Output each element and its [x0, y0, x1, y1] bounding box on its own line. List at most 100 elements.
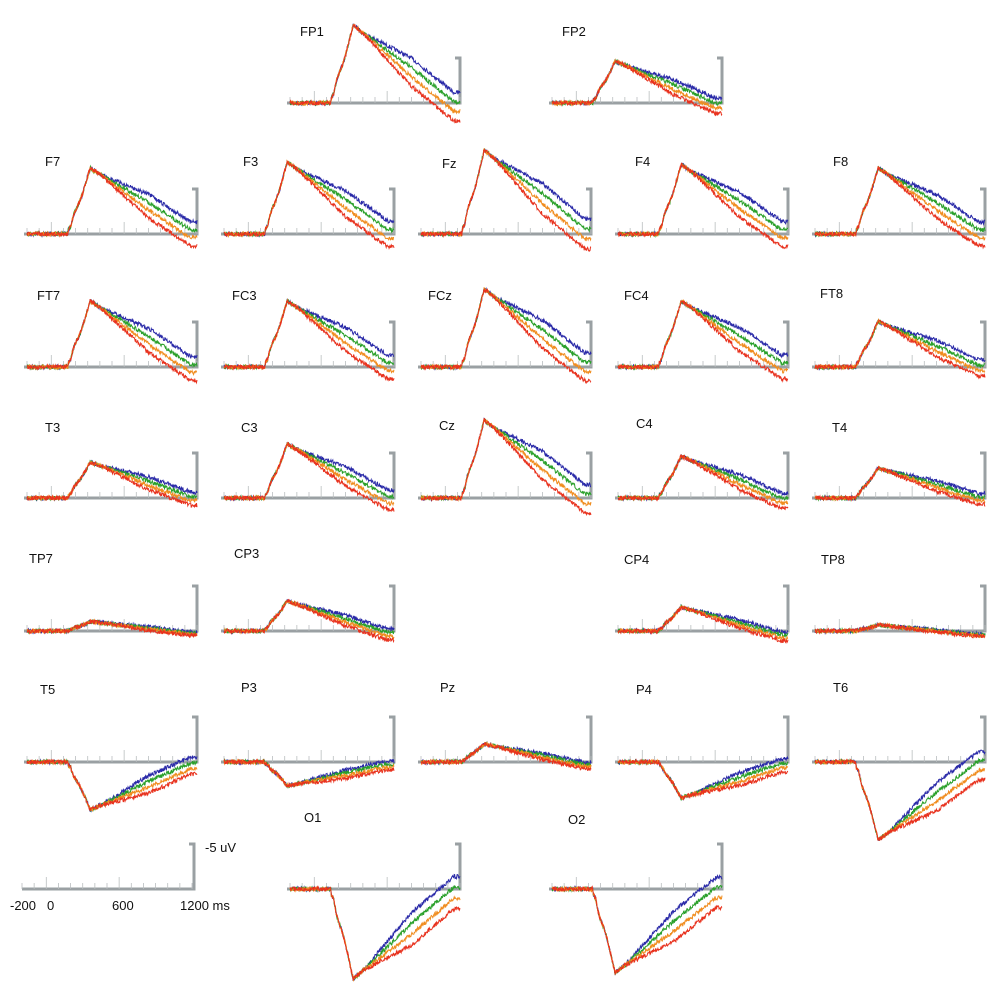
x-tick-label: 0 [47, 898, 54, 913]
series-line-3 [289, 24, 461, 124]
channel-label: F4 [635, 154, 650, 169]
panel-t5: T5 [24, 682, 199, 813]
y-scale-label: -5 uV [205, 840, 236, 855]
panel-c4: C4 [615, 416, 790, 511]
series-line-3 [814, 166, 986, 250]
panel-fcz: FCz [418, 287, 593, 385]
panel-tp8: TP8 [812, 552, 987, 639]
panel-f8: F8 [812, 154, 987, 250]
channel-label: O1 [304, 810, 321, 825]
series-line-2 [551, 58, 723, 112]
x-tick-label: 1200 ms [180, 898, 230, 913]
series-line-3 [223, 758, 395, 789]
panel-p3: P3 [221, 680, 396, 789]
channel-label: P4 [636, 682, 652, 697]
series-line-3 [26, 758, 198, 812]
panel-pz: Pz [418, 680, 593, 771]
panel-tp7: TP7 [24, 551, 199, 639]
series-line-3 [814, 465, 986, 507]
channel-label: Fz [442, 156, 456, 171]
panel-fp1: FP1 [287, 23, 462, 124]
series-line-3 [26, 165, 198, 250]
series-line-3 [617, 300, 789, 383]
x-tick-label: -200 [10, 898, 36, 913]
panel-cp3: CP3 [221, 546, 396, 644]
series-line-1 [420, 148, 592, 238]
channel-label: TP7 [29, 551, 53, 566]
channel-label: F7 [45, 154, 60, 169]
series-line-3 [420, 418, 592, 517]
channel-label: FP1 [300, 24, 324, 39]
series-line-3 [617, 758, 789, 801]
panel-o1: O1 [287, 810, 462, 982]
channel-label: Pz [440, 680, 455, 695]
channel-label: F3 [243, 154, 258, 169]
panel-t6: T6 [812, 680, 987, 841]
panel-cp4: CP4 [615, 552, 790, 644]
panel-fp2: FP2 [549, 24, 724, 117]
panel-cz: Cz [418, 417, 593, 517]
channel-label: CP3 [234, 546, 259, 561]
series-line-3 [814, 319, 986, 380]
series-line-0 [26, 298, 198, 371]
panel-o2: O2 [549, 812, 724, 976]
channel-label: FC4 [624, 288, 649, 303]
series-line-1 [223, 159, 395, 238]
channel-label: C3 [241, 420, 258, 435]
channel-label: T6 [833, 680, 848, 695]
channel-label: O2 [568, 812, 585, 827]
series-line-2 [814, 758, 986, 841]
series-line-3 [289, 885, 461, 981]
channel-label: FCz [428, 288, 452, 303]
series-line-3 [223, 299, 395, 382]
panel-t4: T4 [812, 420, 987, 507]
panel-p4: P4 [615, 682, 790, 802]
panel-c3: C3 [221, 420, 396, 513]
series-line-3 [551, 59, 723, 117]
channel-label: FP2 [562, 24, 586, 39]
channel-label: T5 [40, 682, 55, 697]
series-line-3 [223, 441, 395, 513]
panel-f3: F3 [221, 154, 396, 250]
channel-label: TP8 [821, 552, 845, 567]
series-line-3 [223, 598, 395, 644]
series-line-2 [289, 885, 461, 982]
channel-label: T4 [832, 420, 847, 435]
series-line-3 [26, 460, 198, 509]
x-tick-label: 600 [112, 898, 134, 913]
panel-f4: F4 [615, 154, 790, 250]
panel-fz: Fz [418, 148, 593, 252]
panel-ft8: FT8 [812, 286, 987, 380]
channel-label: FT8 [820, 286, 843, 301]
series-line-3 [814, 758, 986, 841]
channel-label: T3 [45, 420, 60, 435]
channel-label: F8 [833, 154, 848, 169]
channel-label: Cz [439, 418, 455, 433]
panel-fc3: FC3 [221, 288, 396, 382]
series-line-3 [814, 621, 986, 639]
series-line-3 [223, 159, 395, 250]
series-line-3 [617, 605, 789, 644]
panel-fc4: FC4 [615, 288, 790, 383]
series-line-0 [420, 287, 592, 371]
series-line-3 [420, 742, 592, 771]
channel-label: P3 [241, 680, 257, 695]
channel-label: CP4 [624, 552, 649, 567]
series-line-3 [26, 298, 198, 385]
panel-ft7: FT7 [24, 288, 199, 385]
series-line-2 [617, 453, 789, 506]
series-line-3 [551, 885, 723, 976]
series-line-3 [26, 619, 198, 639]
scale-legend: -5 uV -200 0 600 1200 ms [10, 840, 236, 913]
channel-label: FT7 [37, 288, 60, 303]
series-line-3 [617, 162, 789, 250]
series-line-1 [26, 300, 198, 371]
series-line-1 [289, 885, 461, 981]
channel-label: C4 [636, 416, 653, 431]
series-line-3 [617, 454, 789, 511]
channel-label: FC3 [232, 288, 257, 303]
panel-f7: F7 [24, 154, 199, 250]
series-line-3 [420, 148, 592, 252]
panel-t3: T3 [24, 420, 199, 509]
series-line-3 [420, 287, 592, 385]
